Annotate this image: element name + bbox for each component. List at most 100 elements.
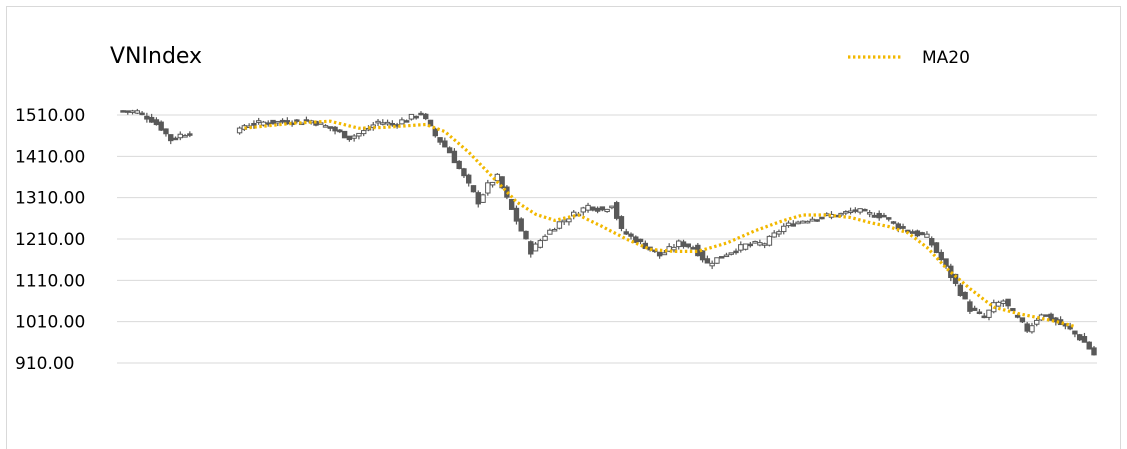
candle xyxy=(714,257,720,264)
candle xyxy=(172,136,179,141)
candle xyxy=(475,190,481,208)
candle xyxy=(981,312,987,319)
candle-body xyxy=(1091,347,1097,356)
candle xyxy=(461,167,467,178)
candle-body xyxy=(781,225,787,233)
candle xyxy=(485,179,491,196)
candle-body xyxy=(661,252,668,256)
candle xyxy=(728,252,734,256)
candle xyxy=(761,242,768,249)
candle-body xyxy=(148,116,155,123)
candle-body xyxy=(623,231,629,235)
candle xyxy=(881,212,887,218)
candle-body xyxy=(866,212,873,215)
candle-body xyxy=(518,218,524,232)
candle xyxy=(699,250,706,263)
candle xyxy=(1010,308,1016,312)
candle xyxy=(1081,332,1088,343)
candle-body xyxy=(680,241,687,247)
y-tick-label: 910.00 xyxy=(15,354,74,374)
candle xyxy=(1072,330,1078,338)
candle-body xyxy=(876,212,882,219)
candle xyxy=(613,200,620,221)
candle xyxy=(528,240,534,258)
candle-body xyxy=(489,181,496,186)
candle-body xyxy=(153,119,160,126)
candle xyxy=(752,240,758,244)
candle-body xyxy=(838,212,844,216)
candle xyxy=(704,255,711,264)
candle-body xyxy=(924,233,930,238)
candle xyxy=(182,133,188,138)
candle xyxy=(153,117,160,126)
candle-body xyxy=(485,182,491,194)
candle-body xyxy=(341,130,348,139)
candle-body xyxy=(270,119,276,124)
candle xyxy=(604,208,610,213)
candle xyxy=(871,212,878,218)
candle-body xyxy=(399,119,405,125)
candle-body xyxy=(723,254,730,258)
candle xyxy=(1091,345,1097,356)
candle-body xyxy=(513,207,520,222)
y-tick-label: 1310.00 xyxy=(15,189,85,209)
candle-body xyxy=(909,231,916,234)
candle-body xyxy=(532,243,539,252)
candle-body xyxy=(442,140,448,148)
candle-body xyxy=(182,135,188,138)
candle-body xyxy=(929,238,935,246)
candle xyxy=(1076,333,1083,342)
candle-body xyxy=(800,220,806,224)
chart-title: VNIndex xyxy=(110,44,202,69)
candle-body xyxy=(738,244,744,251)
candle-body xyxy=(1076,334,1083,341)
candle-body xyxy=(785,222,792,227)
candle-body xyxy=(528,241,534,255)
candle xyxy=(413,115,419,120)
candle xyxy=(168,134,174,145)
candle-body xyxy=(134,110,141,114)
candle-body xyxy=(1010,308,1016,312)
candle xyxy=(890,221,897,225)
candle-body xyxy=(356,132,362,137)
candle-body xyxy=(685,243,691,248)
candle xyxy=(718,256,725,259)
candle xyxy=(144,112,150,123)
candle xyxy=(532,242,539,252)
candle-body xyxy=(163,128,169,135)
candle xyxy=(134,108,141,115)
candle-body xyxy=(613,202,620,219)
candle-body xyxy=(172,137,179,141)
candle xyxy=(929,236,935,248)
candle-body xyxy=(948,265,954,278)
candle-body xyxy=(120,110,126,113)
candle xyxy=(685,243,691,249)
candle-body xyxy=(609,205,615,209)
candle-body xyxy=(676,240,682,248)
candle xyxy=(852,207,859,214)
candle xyxy=(518,217,524,232)
candle xyxy=(623,228,629,235)
candle xyxy=(1067,322,1073,331)
candle-body xyxy=(236,127,243,134)
candle-body xyxy=(1081,336,1088,343)
candle-body xyxy=(1048,313,1054,321)
candle xyxy=(187,131,193,138)
candle xyxy=(125,110,131,115)
candle-body xyxy=(962,291,968,300)
candle-body xyxy=(1024,323,1030,332)
candle-body xyxy=(637,238,644,243)
candle xyxy=(766,235,773,247)
candle xyxy=(1086,341,1092,350)
candle-body xyxy=(1014,314,1021,318)
candle xyxy=(380,119,386,126)
candle-body xyxy=(389,122,396,126)
candle xyxy=(356,132,362,140)
candle-body xyxy=(814,219,820,222)
candle xyxy=(499,176,505,190)
candle xyxy=(590,206,596,212)
candle xyxy=(542,234,548,242)
legend-ma20-label: MA20 xyxy=(922,48,970,68)
candle xyxy=(971,305,978,311)
candle xyxy=(513,205,520,225)
